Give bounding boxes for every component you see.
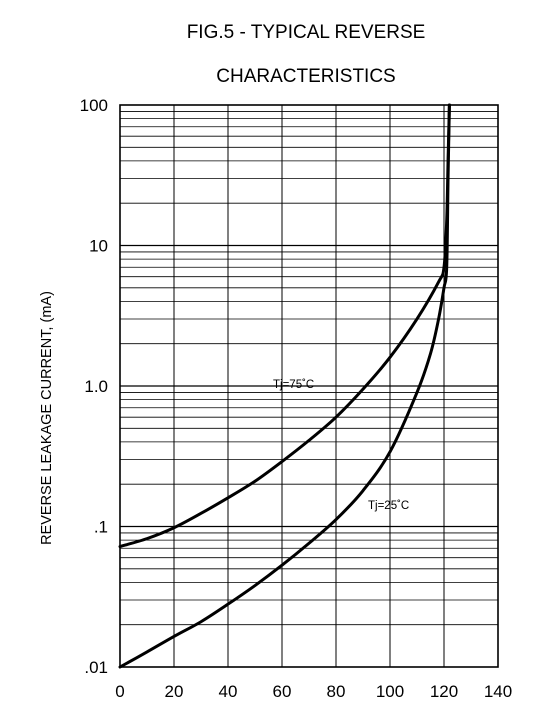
chart-title: FIG.5 - TYPICAL REVERSE [186,22,426,43]
x-tick-label: 0 [115,682,124,701]
y-axis-label: REVERSE LEAKAGE CURRENT, (mA) [39,291,55,545]
y-tick-label: 1.0 [84,377,108,396]
series-label-tj25: Tj=25˚C [368,500,409,512]
curve-tj25 [118,103,451,669]
x-tick-label: 100 [376,682,404,701]
y-axis-ticks: .01 .1 1.0 10 100 [80,96,108,677]
x-tick-label: 40 [219,682,238,701]
plot-frame [119,104,499,668]
y-tick-label: .1 [94,518,108,537]
x-tick-label: 80 [327,682,346,701]
x-tick-label: 60 [273,682,292,701]
chart-subtitle: CHARACTERISTICS [216,66,396,87]
series-label-tj75: Tj=75˚C [273,379,314,391]
curves [118,103,451,669]
x-tick-label: 140 [484,682,512,701]
x-axis-ticks: 0 20 40 60 80 100 120 140 [115,682,512,701]
x-tick-label: 20 [165,682,184,701]
x-tick-label: 120 [430,682,458,701]
curve-tj75 [118,103,451,549]
grid [120,105,498,667]
y-tick-label: 100 [80,96,108,115]
y-tick-label: 10 [89,237,108,256]
y-tick-label: .01 [84,658,108,677]
